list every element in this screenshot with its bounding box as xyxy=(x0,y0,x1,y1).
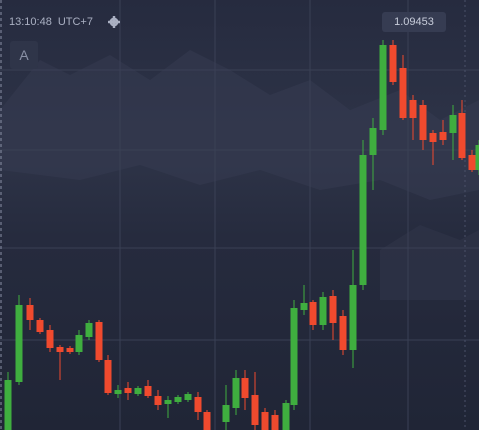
candle-body xyxy=(290,308,298,405)
candle-body xyxy=(389,45,397,82)
candle-body xyxy=(104,360,112,393)
candle-body xyxy=(66,348,74,352)
candle-body xyxy=(15,305,23,382)
candle-body xyxy=(85,323,93,337)
candle-body xyxy=(300,303,308,310)
candle-body xyxy=(4,380,12,430)
candle-body xyxy=(124,388,132,393)
candle-body xyxy=(419,105,427,140)
candle-body xyxy=(319,297,327,325)
timezone[interactable]: UTC+7 xyxy=(57,16,93,28)
candle-body xyxy=(399,68,407,118)
candle-body xyxy=(154,396,162,405)
candle-body xyxy=(222,405,230,422)
candle-body xyxy=(164,400,172,404)
candle-body xyxy=(134,388,142,394)
candle-body xyxy=(379,45,387,130)
candle-body xyxy=(309,302,317,325)
candle-body xyxy=(429,133,437,142)
candle-body xyxy=(409,100,417,118)
settings-icon[interactable] xyxy=(108,16,120,28)
candle-body xyxy=(241,378,249,398)
candle-body xyxy=(475,145,479,170)
candle-body xyxy=(26,305,34,320)
candle-body xyxy=(468,155,476,170)
time: 13:10:48 xyxy=(9,16,52,28)
candle-body xyxy=(36,320,44,332)
candle-body xyxy=(458,113,466,158)
candle-body xyxy=(194,397,202,412)
price-label: 1.09453 xyxy=(382,12,446,32)
candle-body xyxy=(359,155,367,285)
candle-body xyxy=(369,128,377,155)
candle-body xyxy=(114,390,122,394)
candle-body xyxy=(349,285,357,350)
candle-body xyxy=(46,330,54,348)
candle-body xyxy=(184,394,192,400)
candle-body xyxy=(174,397,182,402)
candle-body xyxy=(329,296,337,323)
candle-body xyxy=(203,412,211,430)
candle-body xyxy=(282,403,290,430)
candle-body xyxy=(439,132,447,140)
candle-body xyxy=(144,386,152,396)
candle-body xyxy=(449,115,457,133)
candles xyxy=(4,40,479,430)
candle-body xyxy=(251,395,259,425)
candle-body xyxy=(56,347,64,352)
mountain-backdrop xyxy=(380,225,479,300)
chart-type-button[interactable]: A xyxy=(10,41,38,69)
candle-body xyxy=(75,335,83,352)
candle-body xyxy=(339,316,347,350)
candle-body xyxy=(261,412,269,430)
candle-body xyxy=(232,378,240,408)
candle-body xyxy=(271,415,279,430)
clock: 13:10:48 UTC+7 xyxy=(9,16,99,28)
candle-body xyxy=(95,322,103,360)
